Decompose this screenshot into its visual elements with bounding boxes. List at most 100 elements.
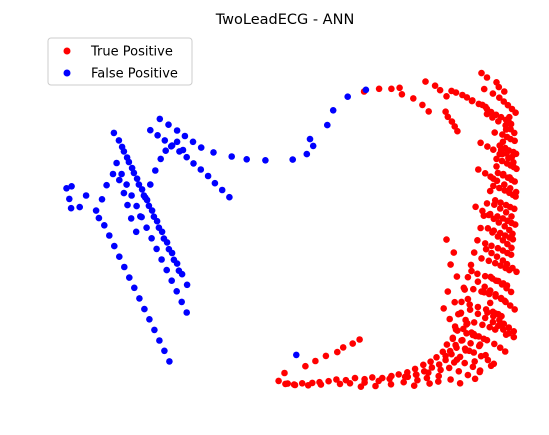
true-positive-point [489,318,497,326]
false-positive-point [156,337,163,344]
false-positive-point [110,129,118,137]
true-positive-point [419,101,426,109]
true-positive-point [483,336,491,344]
true-positive-point [470,249,478,256]
true-positive-point [349,340,357,347]
true-positive-point [506,113,513,121]
true-positive-point [481,283,489,291]
true-positive-point [351,374,359,382]
false-positive-point [190,160,197,167]
false-positive-point [116,176,123,184]
true-positive-point [375,85,383,93]
false-positive-point [262,157,269,164]
true-positive-point [453,273,461,280]
true-positive-point [476,368,484,376]
true-positive-point [490,175,497,182]
true-positive-point [436,86,444,94]
true-positive-point [472,203,479,211]
false-positive-point [106,232,113,239]
false-positive-point [121,263,128,271]
true-positive-point [452,341,459,349]
false-positive-point [147,126,154,134]
false-positive-point [109,170,117,178]
true-positive-point [435,378,442,385]
true-positive-point [400,378,408,386]
true-positive-point [395,371,403,378]
true-positive-point [511,178,518,185]
false-positive-point [183,309,190,316]
legend-marker-false-positive [63,69,71,77]
true-positive-point [494,169,502,177]
true-positive-point [451,123,459,130]
true-positive-point [481,272,489,280]
true-positive-point [334,348,341,356]
true-positive-point [496,344,504,352]
true-positive-point [494,233,502,240]
true-positive-point [466,306,474,314]
false-positive-point [133,175,141,182]
true-positive-point [388,85,395,93]
true-positive-point [477,224,484,232]
true-positive-point [435,361,443,368]
true-positive-point [437,366,444,374]
true-positive-point [481,314,489,322]
false-positive-point [165,121,172,128]
true-positive-point [372,382,379,390]
true-positive-point [475,166,482,173]
false-positive-point [197,144,205,151]
false-positive-point [151,326,158,334]
true-positive-point [282,380,289,388]
true-positive-point [487,273,494,281]
true-positive-point [433,354,440,361]
true-positive-point [443,93,450,100]
true-positive-point [481,170,489,177]
false-positive-point [135,181,143,188]
true-positive-point [346,380,354,387]
false-positive-point [289,156,297,163]
false-positive-point [111,242,118,250]
true-positive-point [507,120,515,128]
true-positive-point [447,261,454,268]
true-positive-point [502,298,509,306]
false-positive-point [173,288,180,295]
false-positive-point [210,149,217,156]
true-positive-point [513,165,520,173]
true-positive-point [275,377,282,385]
true-positive-point [281,369,288,377]
false-positive-point [138,186,146,193]
true-positive-point [464,273,472,281]
true-positive-point [423,374,431,382]
legend-marker-true-positive [63,47,71,55]
true-positive-point [511,205,518,213]
true-positive-point [489,90,497,97]
true-positive-point [461,286,469,293]
true-positive-point [455,310,462,318]
true-positive-point [474,310,482,318]
true-positive-point [470,319,478,326]
false-positive-point [162,147,169,154]
true-positive-point [501,348,509,355]
true-positive-point [493,155,500,163]
true-positive-point [387,381,395,388]
true-positive-point [510,333,518,341]
false-positive-point [63,185,70,192]
false-positive-point [156,115,164,123]
true-positive-point [483,74,491,81]
false-positive-point [293,351,300,359]
true-positive-point [483,110,491,118]
true-positive-point [505,154,512,162]
true-positive-point [498,157,506,165]
false-positive-point [123,181,130,188]
true-positive-point [420,361,427,369]
legend-frame [47,37,193,86]
true-positive-point [501,181,508,188]
false-positive-point [136,295,143,302]
true-positive-point [508,244,515,252]
false-positive-point [306,135,314,143]
legend: True Positive False Positive [47,37,193,86]
false-positive-point [183,153,190,161]
true-positive-point [489,114,496,121]
true-positive-point [498,281,506,288]
true-positive-point [413,371,420,379]
true-positive-point [444,113,452,121]
